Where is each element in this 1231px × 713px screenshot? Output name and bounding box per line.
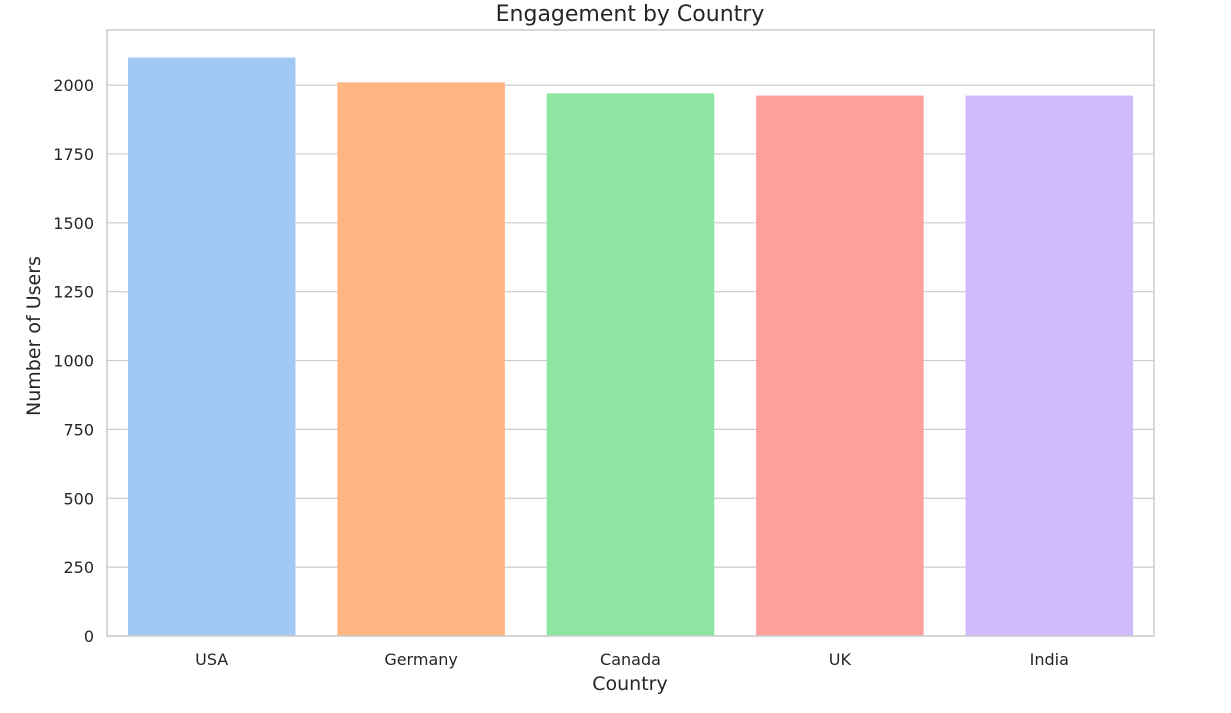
x-tick-label: USA xyxy=(195,650,228,669)
x-tick-label: Canada xyxy=(600,650,661,669)
y-tick-label: 1500 xyxy=(53,214,94,233)
y-tick-label: 1250 xyxy=(53,283,94,302)
y-tick-labels: 0 250 500 750 1000 1250 1500 1750 2000 xyxy=(53,76,94,646)
bar-india xyxy=(965,95,1134,637)
y-tick-label: 2000 xyxy=(53,76,94,95)
x-tick-label: Germany xyxy=(384,650,458,669)
x-axis-title: Country xyxy=(592,673,667,695)
bar-uk xyxy=(756,95,924,637)
y-axis-title: Number of Users xyxy=(23,256,45,416)
x-tick-label: India xyxy=(1030,650,1069,669)
chart-title: Engagement by Country xyxy=(496,2,765,27)
plot-frame xyxy=(106,29,1155,637)
y-tick-label: 750 xyxy=(63,420,94,439)
y-tick-label: 1000 xyxy=(53,352,94,371)
bars xyxy=(127,57,1134,637)
bar-usa xyxy=(127,57,296,636)
x-tick-labels: USA Germany Canada UK India xyxy=(195,650,1069,669)
y-tick-label: 0 xyxy=(84,627,94,646)
y-tick-label: 250 xyxy=(63,558,94,577)
bar-canada xyxy=(546,93,715,636)
x-tick-label: UK xyxy=(829,650,852,669)
y-tick-label: 1750 xyxy=(53,145,94,164)
y-tick-label: 500 xyxy=(63,489,94,508)
bar-germany xyxy=(337,82,505,636)
